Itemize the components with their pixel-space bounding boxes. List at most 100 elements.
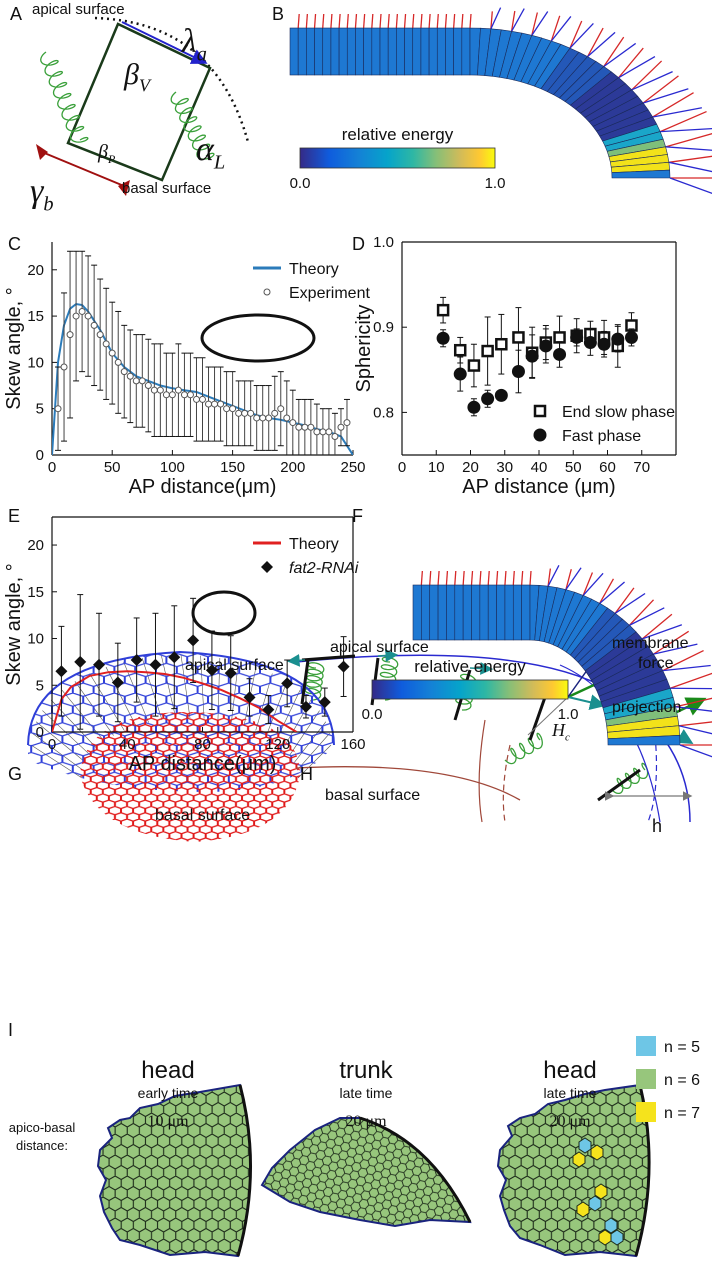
force-vector (550, 15, 561, 42)
force-label: membrane (612, 635, 689, 652)
x-axis-label: AP distance (μm) (462, 476, 615, 498)
legend-label: Experiment (289, 285, 370, 302)
data-point (495, 337, 508, 351)
force-vector (490, 11, 493, 29)
data-point (114, 358, 122, 366)
region-label: head (141, 1057, 194, 1084)
force-vector (668, 155, 712, 163)
data-point (156, 386, 164, 394)
force-vector (469, 13, 472, 29)
beta-v-symbol: β (123, 58, 139, 91)
data-point (481, 392, 495, 406)
data-point (553, 331, 566, 344)
beta-p-subscript: P (107, 152, 116, 166)
force-vector (668, 161, 712, 173)
x-tick-label: 0 (48, 736, 56, 753)
x-tick-label: 0 (48, 459, 56, 476)
data-point (199, 395, 206, 403)
force-vector (614, 592, 646, 614)
tissue-cell (420, 27, 430, 76)
force-vector (429, 570, 432, 586)
spring (40, 51, 89, 143)
panel-label: B (272, 4, 284, 24)
force-vector (665, 132, 712, 148)
gamma-b-symbol: γ (30, 173, 45, 210)
panel-label: H (300, 764, 313, 784)
x-axis-label: AP distance(μm) (129, 753, 277, 775)
data-point (265, 414, 273, 422)
data-point (211, 400, 219, 408)
force-vector (550, 16, 572, 42)
data-point (281, 677, 294, 690)
colorbar-title: relative energy (342, 125, 454, 144)
y-tick-label: 1.0 (373, 234, 394, 251)
data-point (54, 405, 62, 413)
x-tick-label: 160 (340, 736, 365, 753)
force-vector (659, 110, 707, 133)
data-point (168, 391, 176, 399)
data-point (55, 665, 68, 678)
force-vector (313, 13, 317, 29)
data-point (343, 419, 351, 427)
y-tick-label: 0 (36, 724, 44, 741)
force-vector (599, 578, 615, 604)
x-tick-label: 100 (160, 459, 185, 476)
time-label: late time (340, 1085, 393, 1101)
force-vector (679, 744, 712, 758)
data-point (235, 409, 243, 417)
data-point (624, 330, 638, 344)
force-vector (379, 13, 382, 29)
apical-label: apical surface (185, 657, 284, 674)
x-tick-label: 200 (280, 459, 305, 476)
force-vector (675, 697, 712, 708)
theory-line (52, 670, 298, 732)
data-point (494, 388, 508, 402)
beta-p-symbol: β (97, 141, 108, 163)
chart (401, 241, 677, 456)
panel-g-diagram (27, 650, 335, 842)
force-vector (346, 13, 349, 29)
data-point (205, 664, 218, 677)
data-point (84, 312, 92, 320)
data-point (229, 405, 237, 413)
tissue-cell (412, 584, 422, 641)
force-vector (631, 60, 663, 91)
force-vector (297, 13, 300, 29)
data-point (132, 377, 140, 385)
tissue-cell (346, 27, 356, 76)
force-vector (529, 570, 532, 586)
data-point (217, 400, 225, 408)
tissue-cell (446, 584, 456, 641)
force-vector (678, 725, 712, 735)
tissue-cell (453, 27, 463, 76)
panel-label: C (8, 234, 21, 254)
force-vector (565, 567, 582, 591)
panel-label: I (8, 1020, 13, 1040)
time-label: late time (544, 1085, 597, 1101)
force-vector (395, 13, 399, 29)
x-axis-label: AP distance(μm) (129, 476, 277, 498)
gamma-b: γb (30, 173, 54, 216)
data-point (168, 651, 181, 664)
alpha-l: αL (196, 131, 225, 174)
data-point (337, 423, 345, 431)
force-vector (305, 13, 309, 29)
tissue-cell (306, 27, 315, 76)
data-point (481, 344, 494, 358)
inset-shape (200, 313, 316, 363)
data-point (436, 303, 450, 317)
distance-label: 10 μm (147, 1113, 189, 1130)
panel-i-tissues (96, 1083, 651, 1258)
x-tick-label: 120 (265, 736, 290, 753)
lambda-a-subscript: a (197, 44, 207, 66)
data-point (533, 404, 547, 418)
legend-label: fat2-RNAi (289, 560, 359, 577)
force-vector (642, 75, 679, 104)
plot-area (52, 594, 350, 732)
data-point (259, 414, 267, 422)
data-point (187, 634, 200, 647)
tissue-cell (379, 27, 389, 76)
force-vector (670, 672, 712, 689)
beta-p: βP (97, 141, 116, 166)
x-tick-label: 150 (220, 459, 245, 476)
